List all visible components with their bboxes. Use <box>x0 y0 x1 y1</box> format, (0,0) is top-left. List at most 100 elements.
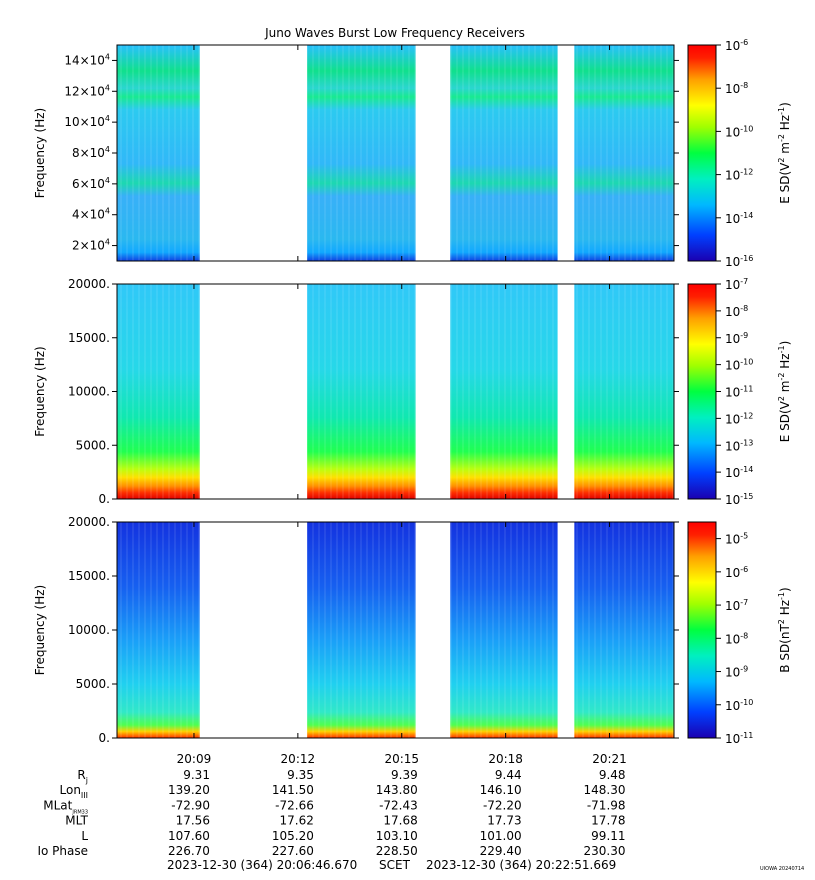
colorbar-tick-label: 10-7 <box>725 277 748 292</box>
y-tick-label: 10000. <box>68 385 110 399</box>
ephemeris-row-label: Rj <box>77 768 88 785</box>
data-gap <box>415 522 451 738</box>
ephemeris-row-label: MLT <box>65 814 88 828</box>
y-axis-label: Frequency (Hz) <box>33 585 47 676</box>
data-gap <box>557 522 575 738</box>
colorbar-tick-label: 10-9 <box>725 665 748 680</box>
y-tick-label: 20000. <box>68 515 110 529</box>
colorbar-tick-label: 10-6 <box>725 565 748 580</box>
footer-start-time: 2023-12-30 (364) 20:06:46.670 <box>167 858 357 872</box>
colorbar-tick-label: 10-10 <box>725 698 753 713</box>
x-tick-label: 20:18 <box>488 752 523 766</box>
colorbar-label: B SD(nT2 Hz-1) <box>777 587 792 672</box>
ephemeris-value: -71.98 <box>587 798 626 812</box>
y-tick-label: 4×104 <box>72 207 110 222</box>
ephemeris-value: 9.48 <box>599 768 626 782</box>
y-tick-label: 10000. <box>68 623 110 637</box>
ephemeris-value: 227.60 <box>272 844 314 858</box>
colorbar-tick-label: 10-6 <box>725 38 748 53</box>
colorbar-tick-label: 10-9 <box>725 331 748 346</box>
colorbar-tick-label: 10-11 <box>725 385 753 400</box>
footer-end-time: 2023-12-30 (364) 20:22:51.669 <box>426 858 616 872</box>
x-tick-label: 20:12 <box>281 752 316 766</box>
colorbar-tick-label: 10-14 <box>725 465 753 480</box>
y-tick-label: 5000. <box>76 677 110 691</box>
colorbar-label: E SD(V2 m-2 Hz-1) <box>777 102 792 204</box>
ephemeris-value: 107.60 <box>168 829 210 843</box>
colorbar-tick-label: 10-5 <box>725 532 748 547</box>
colorbar <box>687 521 717 739</box>
panels-group: 2×104 4×104 6×104 8×104 10×104 12×104 14×104 Fr… <box>33 38 792 746</box>
y-tick-label: 10×104 <box>64 114 110 129</box>
y-tick-label: 2×104 <box>72 238 110 253</box>
colorbar-tick-label: 10-14 <box>725 211 753 226</box>
ephemeris-value: -72.66 <box>275 798 314 812</box>
figure-title: Juno Waves Burst Low Frequency Receivers <box>264 26 525 40</box>
watermark: UIOWA 20240714 <box>760 866 804 872</box>
colorbar <box>687 283 717 500</box>
colorbar-label: E SD(V2 m-2 Hz-1) <box>777 341 792 443</box>
y-tick-label: 8×104 <box>72 145 110 160</box>
x-tick-label: 20:09 <box>177 752 212 766</box>
colorbar-tick-label: 10-8 <box>725 81 748 96</box>
ephemeris-value: 148.30 <box>584 783 626 797</box>
ephemeris-value: -72.20 <box>483 798 522 812</box>
ephemeris-value: 17.78 <box>591 814 625 828</box>
ephemeris-value: 101.00 <box>480 829 522 843</box>
ephemeris-value: 228.50 <box>376 844 418 858</box>
data-gap <box>415 284 451 499</box>
time-axis: 20:09 20:12 20:15 20:18 20:21 <box>177 752 627 766</box>
colorbar-tick-label: 10-15 <box>725 492 753 507</box>
ephemeris-value: 141.50 <box>272 783 314 797</box>
colorbar-tick-label: 10-16 <box>725 254 753 269</box>
ephemeris-row-label: MLatJRM33 <box>43 798 88 815</box>
colorbar-tick-label: 10-8 <box>725 631 748 646</box>
ephemeris-value: 226.70 <box>168 844 210 858</box>
data-gap <box>415 45 451 261</box>
ephemeris-value: 229.40 <box>480 844 522 858</box>
y-tick-label: 5000. <box>76 438 110 452</box>
data-gap <box>557 284 575 499</box>
panel-1: 2×104 4×104 6×104 8×104 10×104 12×104 14×104 Fr… <box>33 38 792 269</box>
panel-2: 0. 5000. 10000. 15000. 20000. Frequency (Hz) 1… <box>33 277 792 507</box>
colorbar-tick-label: 10-12 <box>725 411 753 426</box>
ephemeris-row-label: Io Phase <box>37 844 88 858</box>
ephemeris-value: 99.11 <box>591 829 625 843</box>
y-tick-label: 0. <box>99 492 110 506</box>
panel-3: 0. 5000. 10000. 15000. 20000. Frequency (Hz) 1… <box>33 515 792 746</box>
x-tick-label: 20:15 <box>384 752 419 766</box>
y-tick-label: 20000. <box>68 277 110 291</box>
x-tick-label: 20:21 <box>592 752 627 766</box>
colorbar-tick-label: 10-7 <box>725 598 748 613</box>
y-tick-label: 15000. <box>68 569 110 583</box>
ephemeris-value: 17.73 <box>487 814 521 828</box>
ephemeris-value: 105.20 <box>272 829 314 843</box>
colorbar-tick-label: 10-13 <box>725 438 753 453</box>
ephemeris-row-label: LonIII <box>60 783 89 800</box>
y-axis-label: Frequency (Hz) <box>33 346 47 437</box>
ephemeris-value: 139.20 <box>168 783 210 797</box>
y-tick-label: 15000. <box>68 331 110 345</box>
ephemeris-row-label: L <box>81 829 88 843</box>
y-axis-label: Frequency (Hz) <box>33 108 47 199</box>
ephemeris-value: 9.31 <box>183 768 210 782</box>
y-tick-label: 12×104 <box>64 83 110 98</box>
colorbar <box>687 44 717 262</box>
data-gap <box>199 522 308 738</box>
ephemeris-value: -72.43 <box>379 798 418 812</box>
ephemeris-value: 9.39 <box>391 768 418 782</box>
y-tick-label: 6×104 <box>72 176 110 191</box>
ephemeris-value: -72.90 <box>171 798 210 812</box>
ephemeris-value: 9.35 <box>287 768 314 782</box>
footer-scet-label: SCET <box>379 858 411 872</box>
ephemeris-value: 230.30 <box>584 844 626 858</box>
data-gap <box>199 45 308 261</box>
y-tick-label: 14×104 <box>64 52 110 67</box>
colorbar-tick-label: 10-11 <box>725 731 753 746</box>
ephemeris-value: 146.10 <box>480 783 522 797</box>
ephemeris-value: 143.80 <box>376 783 418 797</box>
ephemeris-table: Rj 9.31 9.35 9.39 9.44 9.48 LonIII 139.20 141.50… <box>37 768 625 858</box>
ephemeris-value: 17.56 <box>176 814 210 828</box>
ephemeris-value: 103.10 <box>376 829 418 843</box>
